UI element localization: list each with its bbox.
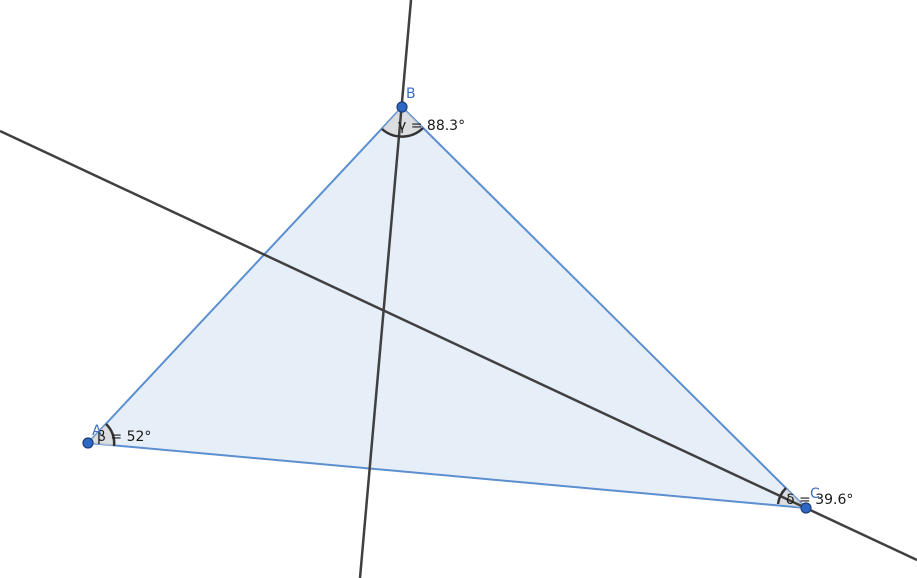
point-b[interactable] <box>396 101 408 113</box>
point-label-a: A <box>92 423 102 439</box>
point-a[interactable] <box>82 437 94 449</box>
angle-fill-a <box>88 424 115 446</box>
point-c[interactable] <box>800 502 812 514</box>
angle-label-a: β = 52° <box>97 429 151 445</box>
triangle-abc[interactable] <box>87 106 807 509</box>
angle-label-b: γ = 88.3° <box>398 118 465 134</box>
angle-arc-b <box>381 127 424 138</box>
line-through-c[interactable] <box>0 129 917 562</box>
angle-fill-b <box>382 107 423 137</box>
angle-arc-a <box>105 423 116 447</box>
point-label-c: C <box>810 486 820 502</box>
angle-fill-c <box>778 488 806 508</box>
line-through-b[interactable] <box>358 0 413 578</box>
angle-arc-c <box>776 487 787 505</box>
point-label-b: B <box>406 86 416 102</box>
